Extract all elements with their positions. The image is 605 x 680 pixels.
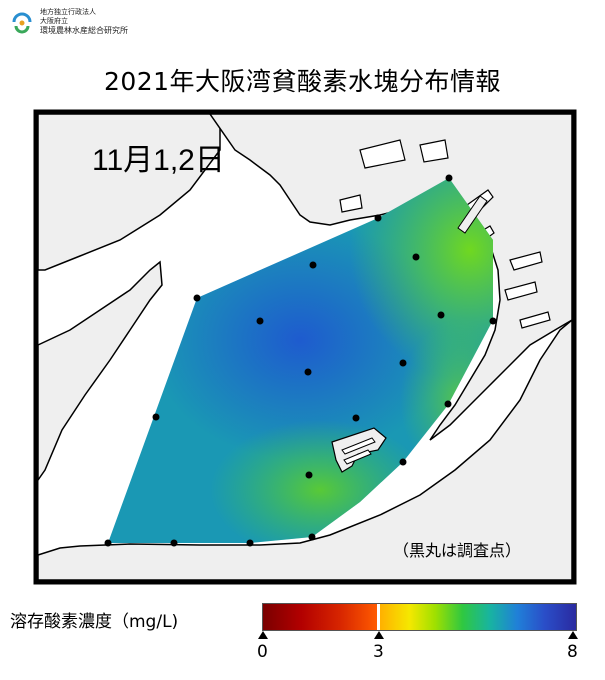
airport-runway-overlay [341, 437, 376, 465]
date-label: 11月1,2日 [92, 144, 225, 177]
survey-stations [104, 174, 497, 547]
station-dot [437, 311, 445, 319]
station-dot [152, 413, 160, 421]
organization-logo-icon [12, 12, 32, 34]
organization-line-2: 大阪府立 [40, 17, 68, 25]
legend-tick-3-icon [374, 631, 384, 639]
organization-line-1: 地方独立行政法人 [40, 8, 96, 16]
land-west [37, 113, 221, 271]
legend-label: 溶存酸素濃度（mg/L) [10, 612, 179, 632]
port-piers [339, 139, 551, 329]
page-title: 2021年大阪湾貧酸素水塊分布情報 [103, 67, 502, 96]
bay-map: 11月1,2日 （黒丸は調査点） [33, 109, 577, 585]
station-dot [104, 539, 112, 547]
station-note: （黒丸は調査点） [393, 541, 521, 560]
station-dot [246, 539, 254, 547]
legend-tick-0-icon [258, 631, 268, 639]
legend-tick-8-icon [568, 631, 578, 639]
station-dot [412, 253, 420, 261]
station-dot [304, 368, 312, 376]
organization-line-3: 環境農林水産総合研究所 [40, 26, 128, 35]
legend-tick-label-8: 8 [567, 642, 578, 662]
station-dot [256, 317, 264, 325]
station-dot [308, 533, 316, 541]
station-dot [399, 458, 407, 466]
legend-tick-label-0: 0 [257, 642, 268, 662]
station-dot [374, 214, 382, 222]
station-dot [170, 539, 178, 547]
station-dot [352, 414, 360, 422]
station-dot [445, 174, 453, 182]
station-dot [309, 261, 317, 269]
station-dot [193, 294, 201, 302]
legend-segment-gap [377, 604, 380, 630]
station-dot [399, 359, 407, 367]
kobe-pier [457, 195, 488, 234]
organization-header: 地方独立行政法人 大阪府立 環境農林水産総合研究所 [10, 8, 128, 36]
organization-name: 地方独立行政法人 大阪府立 環境農林水産総合研究所 [40, 8, 128, 35]
land-awaji-island [37, 260, 163, 483]
station-dot [444, 400, 452, 408]
legend-color-bar [262, 603, 577, 631]
station-dot [305, 471, 313, 479]
legend-segment-high [380, 604, 576, 630]
legend-segment-low [263, 604, 377, 630]
legend-tick-label-3: 3 [373, 642, 384, 662]
station-dot [489, 317, 497, 325]
